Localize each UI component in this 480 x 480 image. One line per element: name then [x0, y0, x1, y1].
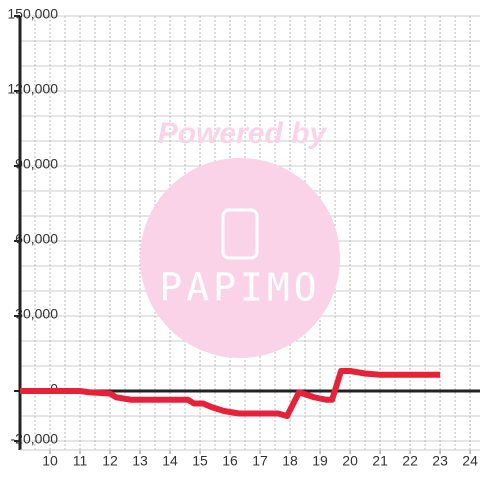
y-tick-label: 30,000: [15, 306, 58, 322]
y-tick-label: 150,000: [7, 6, 58, 22]
watermark: Powered by PAPIMO: [140, 117, 340, 358]
x-tick-label: 18: [282, 453, 298, 469]
x-tick-label: 22: [402, 453, 418, 469]
watermark-logo: PAPIMO: [159, 266, 320, 310]
x-tick-label: 12: [102, 453, 118, 469]
x-tick-label: 15: [192, 453, 208, 469]
x-tick-label: 20: [342, 453, 358, 469]
y-tick-label: 90,000: [15, 156, 58, 172]
watermark-title: Powered by: [158, 117, 328, 150]
x-tick-label: 11: [73, 453, 88, 469]
x-tick-label: 10: [42, 453, 58, 469]
x-tick-label: 19: [312, 453, 328, 469]
y-tick-label: 120,000: [7, 81, 58, 97]
data-line: [20, 368, 441, 419]
y-tick-label: -20,000: [11, 431, 59, 447]
phone-icon: [221, 208, 259, 260]
x-tick-label: 23: [432, 453, 448, 469]
x-tick-label: 21: [372, 453, 388, 469]
x-tick-label: 17: [252, 453, 268, 469]
y-tick-label: 60,000: [15, 231, 58, 247]
x-tick-label: 24: [462, 453, 478, 469]
x-tick-label: 14: [162, 453, 178, 469]
x-tick-label: 16: [222, 453, 238, 469]
x-tick-label: 13: [132, 453, 148, 469]
